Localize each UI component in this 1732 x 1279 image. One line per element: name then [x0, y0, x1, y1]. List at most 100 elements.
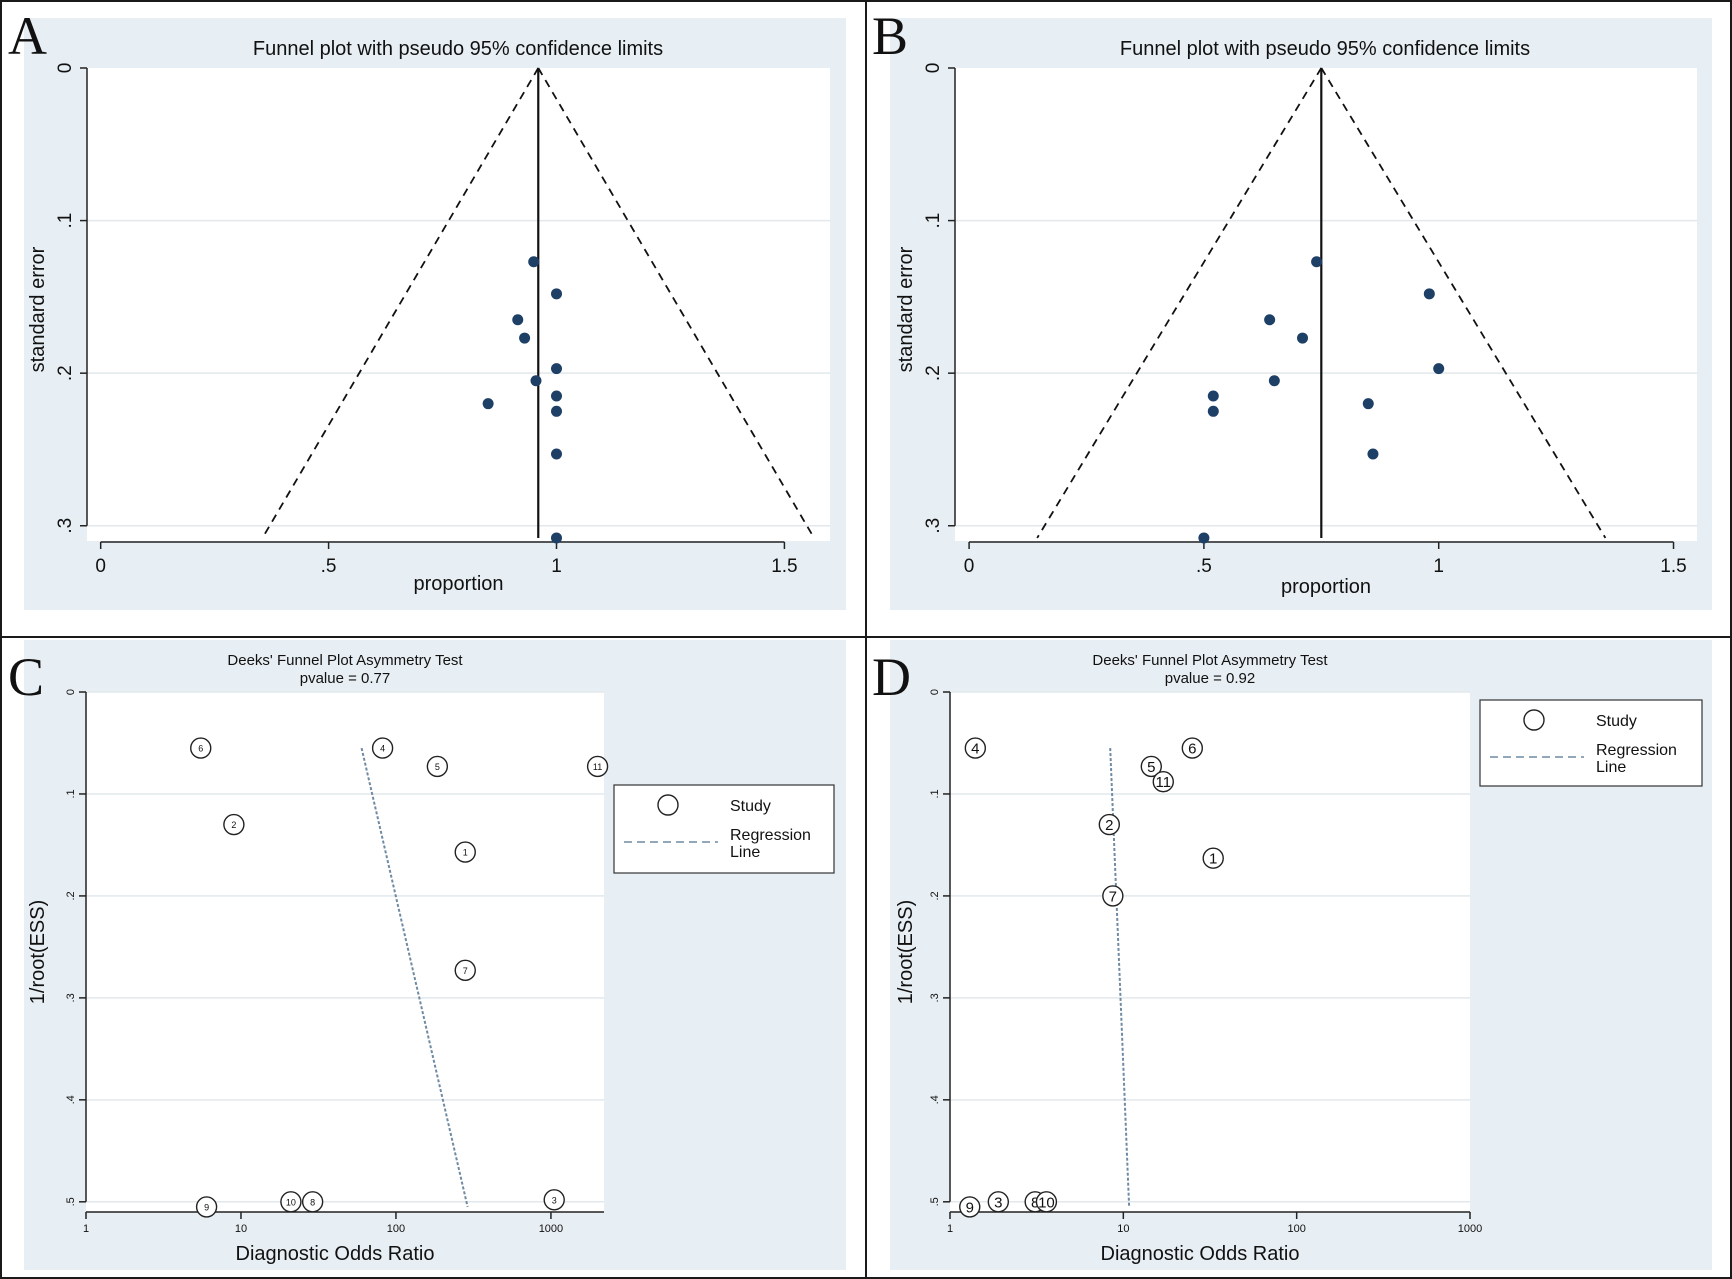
chart-c-study-label: 7 [463, 966, 468, 976]
chart-b-data-point [1433, 363, 1445, 375]
chart-b-y-axis-label: standard error [895, 246, 917, 372]
chart-d-study-label: 1 [1209, 851, 1217, 868]
chart-c-legend-box [613, 784, 835, 874]
chart-b-y-tick-label: .2 [923, 365, 944, 381]
chart-b-x-tick-label: 0 [964, 556, 975, 577]
chart-d-x-tick-label: 10 [1117, 1223, 1129, 1235]
chart-a-title: Funnel plot with pseudo 95% confidence l… [253, 38, 663, 60]
chart-d-y-tick-label: .2 [929, 891, 941, 900]
chart-d-study-marker [1140, 755, 1163, 778]
chart-c-legend-regression-label: Regression [730, 827, 811, 844]
chart-c-y-axis-label: 1/root(ESS) [27, 900, 49, 1004]
chart-d-study-marker [1102, 885, 1124, 907]
chart-b-y-tick-label: .1 [923, 213, 944, 229]
chart-d-study-label: 4 [971, 741, 979, 758]
chart-c-subtitle: pvalue = 0.77 [300, 670, 391, 687]
chart-b: 0 .1 .2 .3 0 .5 1 1.5 Funnel plot with pseudo 95… [890, 18, 1712, 610]
chart-d-study-marker [1098, 813, 1121, 836]
chart-d-y-axis-label: 1/root(ESS) [895, 900, 917, 1004]
chart-d-study-label: 2 [1105, 817, 1113, 834]
chart-d-y-tick-label: .1 [929, 789, 941, 798]
chart-d-y-tick-label: .4 [929, 1095, 941, 1104]
panel-letter-c: C [8, 647, 44, 707]
chart-c-study-label: 9 [204, 1202, 209, 1212]
chart-d-legend-line-label: Line [1596, 759, 1626, 776]
chart-a-data-point [551, 405, 563, 417]
chart-a-data-point [551, 390, 563, 402]
chart-c-study-marker [543, 1189, 565, 1211]
chart-c-y-tick-label: .3 [65, 993, 77, 1002]
chart-b-data-point [1198, 532, 1210, 544]
panel-letter-a: A [8, 6, 47, 66]
chart-d-x-axis-label: Diagnostic Odds Ratio [1101, 1243, 1300, 1265]
chart-c-legend-line-label: Line [730, 844, 760, 861]
chart-d-plot-area [950, 692, 1470, 1212]
chart-d-y-tick-label: .3 [929, 993, 941, 1002]
chart-d-study-label: 7 [1109, 888, 1117, 905]
chart-b-title: Funnel plot with pseudo 95% confidence l… [1120, 38, 1530, 60]
chart-c-study-label: 8 [310, 1197, 315, 1207]
chart-c-x-axis-label: Diagnostic Odds Ratio [236, 1243, 435, 1265]
chart-a-y-tick-label: .3 [55, 518, 76, 534]
chart-a-x-tick-label: 1.5 [771, 556, 797, 577]
chart-c-y-tick-label: 0 [65, 689, 77, 695]
chart-b-upper-confidence-limit [1320, 67, 1607, 539]
chart-d-study-marker [987, 1191, 1010, 1213]
chart-c-study-marker [190, 737, 212, 759]
chart-a-data-point [519, 332, 531, 344]
chart-c-study-label: 2 [231, 820, 236, 830]
chart-a-data-point [528, 256, 540, 268]
chart-b-plot-area [955, 68, 1697, 541]
chart-c-study-label: 1 [463, 848, 468, 858]
panel-letter-b: B [872, 6, 908, 66]
chart-c-y-tick-label: .1 [65, 789, 77, 798]
chart-a: 0 .1 .2 .3 0 .5 1 1.5 Funnel plot with pseudo 95… [24, 18, 846, 610]
chart-d-legend-regression-label: Regression [1596, 742, 1677, 759]
chart-d-legend-study-label: Study [1596, 713, 1637, 730]
chart-b-data-point [1207, 405, 1219, 417]
chart-b-data-point [1297, 332, 1309, 344]
chart-a-data-point [551, 288, 563, 300]
chart-b-data-point [1367, 448, 1379, 460]
chart-c-legend-study-label: Study [730, 798, 771, 815]
chart-c-x-tick-label: 1 [83, 1223, 89, 1235]
chart-d-study-label: 8 [1031, 1194, 1039, 1211]
chart-d-study-label: 6 [1188, 741, 1196, 758]
chart-b-data-point [1362, 398, 1374, 410]
chart-c-x-tick-label: 100 [387, 1223, 405, 1235]
chart-c-study-marker [426, 755, 449, 778]
chart-a-y-tick-label: .2 [55, 365, 76, 381]
chart-d: 0 .1 .2 .3 .4 .5 1 10 100 1000 Deeks' Funnel Plot … [890, 640, 1712, 1270]
chart-a-y-tick-label: 0 [55, 63, 76, 74]
chart-a-data-point [512, 314, 524, 326]
chart-c-study-marker [454, 959, 476, 982]
chart-c-y-tick-label: .4 [65, 1095, 77, 1104]
chart-c-study-marker [223, 813, 245, 836]
chart-b-data-point [1311, 256, 1323, 268]
chart-d-x-tick-label: 1 [947, 1223, 953, 1235]
chart-c-study-marker [454, 841, 476, 863]
chart-c-plot-area [86, 692, 604, 1212]
chart-b-data-point [1268, 375, 1280, 387]
chart-a-data-point [482, 398, 494, 410]
chart-d-subtitle: pvalue = 0.92 [1165, 670, 1256, 687]
chart-a-data-point [551, 363, 563, 375]
chart-a-y-axis-label: standard error [27, 246, 49, 372]
chart-c: 0 .1 .2 .3 .4 .5 1 10 100 1000 Deeks' Funnel Plot … [24, 640, 846, 1270]
chart-d-legend-box [1479, 699, 1703, 787]
chart-d-study-label: 11 [1155, 774, 1171, 791]
chart-b-x-tick-label: 1.5 [1660, 556, 1686, 577]
chart-c-study-label: 4 [380, 744, 385, 754]
chart-d-y-tick-label: 0 [929, 689, 941, 695]
chart-b-data-point [1423, 288, 1435, 300]
chart-c-study-marker [280, 1191, 302, 1213]
chart-a-lower-confidence-limit [261, 67, 540, 539]
chart-a-x-tick-label: 1 [551, 556, 562, 577]
chart-c-x-tick-label: 1000 [539, 1223, 563, 1235]
chart-a-data-point [551, 448, 563, 460]
chart-c-study-label: 5 [435, 762, 440, 772]
chart-d-x-tick-label: 100 [1287, 1223, 1305, 1235]
chart-c-study-label: 6 [198, 744, 203, 754]
